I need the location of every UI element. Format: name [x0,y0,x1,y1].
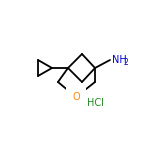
Text: NH: NH [112,55,127,65]
Text: O: O [72,92,80,102]
Text: HCl: HCl [87,98,104,108]
Text: 2: 2 [123,58,128,67]
